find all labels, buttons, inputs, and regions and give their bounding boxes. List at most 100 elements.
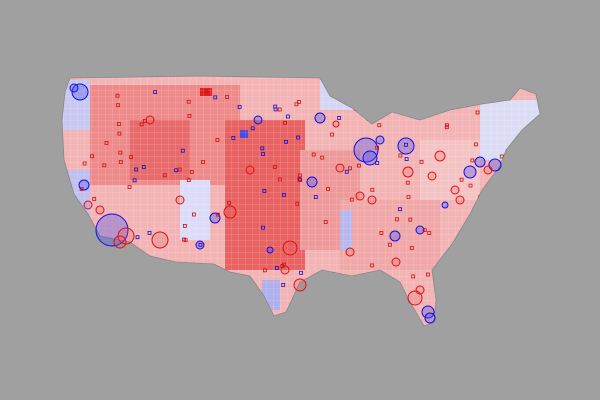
town-marker bbox=[262, 189, 267, 193]
town-marker bbox=[349, 197, 354, 202]
town-marker bbox=[142, 119, 147, 123]
city-circle bbox=[415, 285, 425, 295]
town-marker bbox=[294, 102, 299, 107]
town-marker bbox=[273, 104, 278, 109]
town-marker bbox=[198, 242, 203, 247]
town-marker bbox=[405, 180, 410, 185]
town-marker bbox=[174, 168, 179, 173]
town-marker bbox=[82, 161, 87, 166]
city-circle bbox=[78, 179, 90, 191]
city-circle bbox=[306, 176, 318, 188]
town-marker bbox=[475, 110, 480, 115]
town-marker bbox=[403, 142, 408, 147]
city-circle bbox=[282, 240, 298, 256]
town-marker bbox=[444, 123, 449, 128]
city-circle bbox=[345, 247, 355, 257]
town-marker bbox=[132, 178, 137, 183]
town-marker bbox=[375, 161, 380, 165]
city-circle bbox=[391, 257, 401, 267]
town-marker bbox=[398, 153, 403, 158]
town-marker bbox=[395, 217, 399, 222]
city-circle bbox=[402, 166, 414, 178]
town-marker bbox=[182, 223, 187, 228]
city-circle bbox=[335, 163, 345, 173]
town-marker bbox=[408, 217, 413, 222]
city-circle bbox=[434, 150, 446, 162]
town-marker bbox=[231, 135, 236, 140]
city-circle bbox=[83, 200, 93, 210]
town-marker bbox=[102, 163, 107, 168]
city-circle bbox=[209, 212, 221, 224]
city-circle bbox=[441, 201, 449, 209]
town-marker bbox=[118, 160, 123, 164]
town-marker bbox=[180, 148, 185, 153]
city-circle bbox=[427, 171, 437, 181]
town-marker bbox=[409, 246, 414, 250]
town-marker bbox=[281, 282, 286, 287]
town-marker bbox=[444, 125, 449, 130]
city-circles bbox=[69, 83, 522, 324]
city-circle bbox=[223, 205, 237, 219]
town-marker bbox=[186, 99, 191, 104]
town-marker bbox=[181, 237, 186, 242]
town-marker bbox=[129, 155, 134, 160]
town-marker bbox=[284, 139, 289, 144]
town-marker bbox=[186, 178, 191, 183]
town-marker bbox=[425, 272, 430, 277]
city-circle bbox=[375, 135, 385, 145]
town-marker bbox=[177, 167, 182, 172]
city-circle bbox=[293, 278, 307, 292]
city-circle bbox=[483, 165, 493, 175]
town-marker bbox=[147, 230, 152, 235]
town-marker bbox=[263, 268, 267, 273]
city-circle bbox=[145, 115, 155, 125]
city-circle bbox=[314, 112, 326, 124]
city-circle bbox=[407, 290, 423, 306]
town-marker bbox=[117, 122, 121, 126]
town-marker bbox=[356, 163, 361, 168]
city-circle bbox=[195, 240, 205, 250]
town-marker bbox=[134, 167, 138, 172]
town-marker bbox=[215, 212, 220, 217]
city-circle bbox=[415, 225, 425, 235]
town-marker bbox=[139, 122, 144, 127]
town-marker bbox=[141, 165, 146, 170]
town-marker bbox=[215, 138, 220, 142]
town-marker bbox=[250, 126, 255, 131]
town-marker bbox=[281, 192, 286, 197]
town-marker bbox=[153, 90, 158, 94]
town-marker bbox=[274, 266, 279, 270]
city-circle bbox=[353, 137, 379, 163]
city-circle bbox=[424, 312, 436, 324]
town-marker bbox=[379, 230, 384, 235]
town-marker bbox=[115, 93, 120, 98]
town-marker bbox=[387, 242, 392, 247]
town-marker bbox=[92, 196, 97, 201]
town-marker bbox=[298, 178, 303, 183]
town-marker bbox=[189, 169, 194, 174]
town-marker bbox=[295, 201, 300, 206]
town-marker bbox=[79, 186, 84, 191]
city-circle bbox=[245, 165, 255, 175]
town-marker bbox=[162, 173, 167, 178]
town-marker bbox=[398, 207, 402, 212]
city-circle bbox=[355, 191, 365, 201]
town-marker bbox=[427, 231, 432, 236]
town-marker bbox=[116, 103, 120, 108]
city-circle bbox=[151, 231, 169, 249]
town-marker bbox=[296, 100, 301, 104]
city-circle bbox=[175, 195, 185, 205]
city-circle bbox=[253, 115, 263, 125]
town-marker bbox=[297, 173, 302, 178]
town-marker bbox=[90, 154, 94, 159]
town-marker bbox=[261, 152, 265, 156]
town-marker bbox=[201, 160, 205, 164]
city-circle bbox=[266, 246, 274, 254]
town-marker bbox=[237, 105, 242, 109]
town-marker bbox=[377, 123, 382, 128]
town-marker bbox=[260, 146, 265, 151]
town-marker bbox=[299, 270, 303, 275]
city-circle bbox=[95, 213, 129, 247]
city-circle bbox=[362, 150, 378, 166]
